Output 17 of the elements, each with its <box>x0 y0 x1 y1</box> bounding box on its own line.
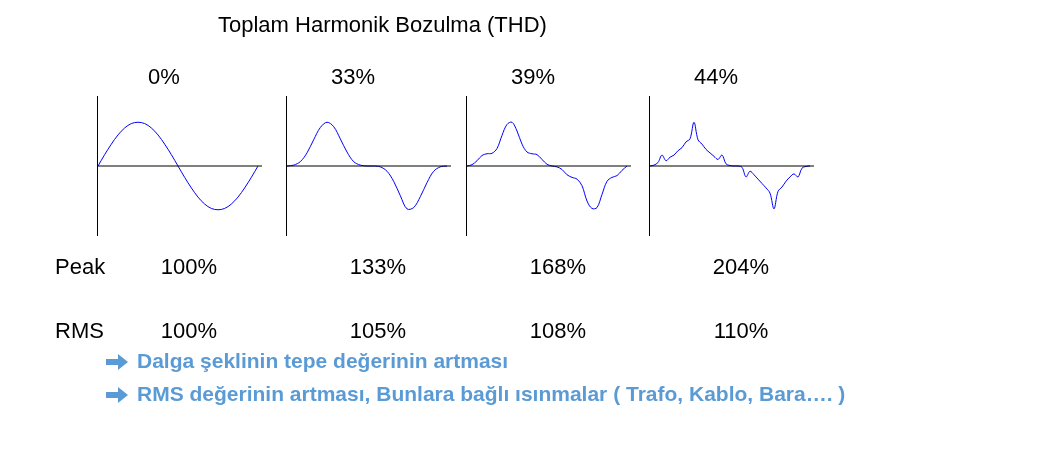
text: 204% <box>712 254 770 280</box>
text: Dalga şeklinin tepe değerinin artması <box>137 349 509 373</box>
text: 133% <box>349 254 407 280</box>
chart-title: 39% <box>510 64 556 90</box>
text: Peak <box>55 254 106 280</box>
text: RMS <box>55 318 104 344</box>
chart-title: 0% <box>148 64 180 90</box>
text: 100% <box>160 254 218 280</box>
text: 108% <box>529 318 587 344</box>
chart-title: 44% <box>693 64 739 90</box>
text: Toplam Harmonik Bozulma (THD) <box>218 12 547 38</box>
text: RMS değerinin artması, Bunlara bağlı ısınmalar ( Trafo, Kablo, Bara…. ) <box>137 382 846 406</box>
text: 110% <box>713 318 769 344</box>
text: 168% <box>529 254 587 280</box>
chart-title: 33% <box>330 64 376 90</box>
text: 105% <box>349 318 407 344</box>
text: 100% <box>160 318 218 344</box>
